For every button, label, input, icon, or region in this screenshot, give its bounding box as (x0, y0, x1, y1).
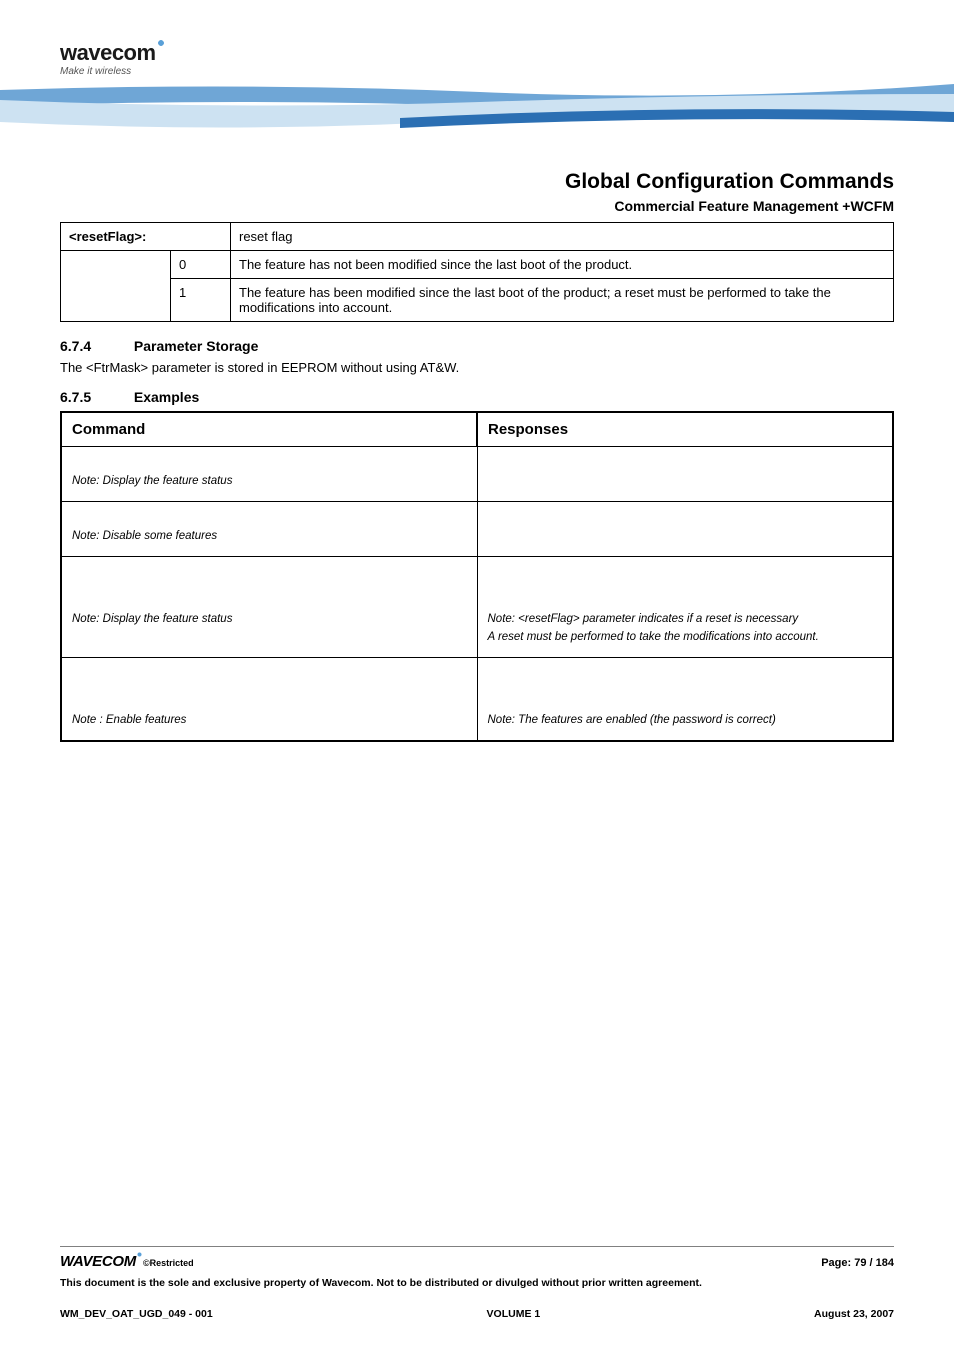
heading-title: Examples (134, 389, 199, 405)
storage-text: The <FtrMask> parameter is stored in EEP… (60, 360, 894, 375)
example-response-cell: Note: <resetFlag> parameter indicates if… (477, 557, 893, 658)
heading-number: 6.7.4 (60, 338, 130, 354)
heading-number: 6.7.5 (60, 389, 130, 405)
footer-doc-id: WM_DEV_OAT_UGD_049 - 001 (60, 1308, 213, 1320)
heading-title: Parameter Storage (134, 338, 259, 354)
param-desc: The feature has been modified since the … (231, 279, 894, 322)
brand-name: wavecom (60, 40, 156, 65)
footer-page-block: Page: 79 / 184 (821, 1257, 894, 1269)
footer-page-label: Page: (821, 1257, 854, 1269)
footer-page-num: 79 (854, 1257, 866, 1269)
example-response-note: Note: The features are enabled (the pass… (488, 714, 883, 726)
header-swoosh (0, 82, 954, 142)
section-title-main: Global Configuration Commands (60, 170, 894, 194)
example-command-cell: Note: Display the feature status (61, 557, 477, 658)
footer-logo: wavecom (60, 1253, 136, 1270)
param-table: <resetFlag>: reset flag 0 The feature ha… (60, 222, 894, 322)
brand-tagline: Make it wireless (60, 66, 166, 77)
examples-col-command: Command (61, 412, 477, 447)
footer-rule (60, 1246, 894, 1247)
example-response-note: A reset must be performed to take the mo… (488, 631, 883, 643)
example-command-note: Note: Display the feature status (72, 475, 467, 487)
heading-examples: 6.7.5 Examples (60, 389, 894, 405)
example-row: Note: Disable some features (61, 502, 893, 557)
example-command-cell: Note : Enable features (61, 658, 477, 742)
example-row: Note: Display the feature status (61, 447, 893, 502)
heading-parameter-storage: 6.7.4 Parameter Storage (60, 338, 894, 354)
example-command-cell: Note: Display the feature status (61, 447, 477, 502)
section-title-block: Global Configuration Commands (60, 170, 894, 194)
page-footer: wavecom ©Restricted Page: 79 / 184 This d… (60, 1246, 894, 1320)
param-row: 1 The feature has been modified since th… (61, 279, 894, 322)
brand-arc-icon (156, 38, 166, 48)
section-title-sub: Commercial Feature Management +WCFM (60, 198, 894, 214)
footer-row-top: wavecom ©Restricted Page: 79 / 184 (60, 1253, 894, 1270)
footer-arc-icon (136, 1251, 143, 1258)
param-label-span (61, 251, 171, 322)
param-label: <resetFlag>: (61, 223, 231, 251)
footer-disclaimer: This document is the sole and exclusive … (60, 1276, 894, 1290)
footer-date: August 23, 2007 (814, 1308, 894, 1320)
footer-restricted: ©Restricted (143, 1258, 194, 1268)
footer-row-bottom: WM_DEV_OAT_UGD_049 - 001 VOLUME 1 August… (60, 1308, 894, 1320)
footer-volume: VOLUME 1 (487, 1308, 541, 1320)
param-val: 0 (171, 251, 231, 279)
examples-table: Command Responses Note: Display the feat… (60, 411, 894, 742)
examples-header-row: Command Responses (61, 412, 893, 447)
footer-page-total: 184 (876, 1257, 894, 1269)
example-command-cell: Note: Disable some features (61, 502, 477, 557)
example-command-note: Note : Enable features (72, 714, 467, 726)
param-val: 1 (171, 279, 231, 322)
page-container: wavecom Make it wireless Global Configur… (0, 0, 954, 1350)
example-command-note: Note: Display the feature status (72, 613, 467, 625)
brand-logo: wavecom Make it wireless (60, 40, 166, 77)
example-response-cell: Note: The features are enabled (the pass… (477, 658, 893, 742)
example-command-note: Note: Disable some features (72, 530, 467, 542)
swoosh-icon (0, 82, 954, 142)
example-response-cell (477, 502, 893, 557)
param-header-row: <resetFlag>: reset flag (61, 223, 894, 251)
param-desc: The feature has not been modified since … (231, 251, 894, 279)
example-response-note: Note: <resetFlag> parameter indicates if… (488, 613, 883, 625)
footer-brand-block: wavecom ©Restricted (60, 1253, 194, 1270)
footer-page-sep: / (866, 1257, 875, 1269)
param-row: 0 The feature has not been modified sinc… (61, 251, 894, 279)
example-row: Note: Display the feature status Note: <… (61, 557, 893, 658)
param-label-desc: reset flag (231, 223, 894, 251)
examples-col-responses: Responses (477, 412, 893, 447)
page-header: wavecom Make it wireless (60, 40, 894, 150)
example-row: Note : Enable features Note: The feature… (61, 658, 893, 742)
example-response-cell (477, 447, 893, 502)
